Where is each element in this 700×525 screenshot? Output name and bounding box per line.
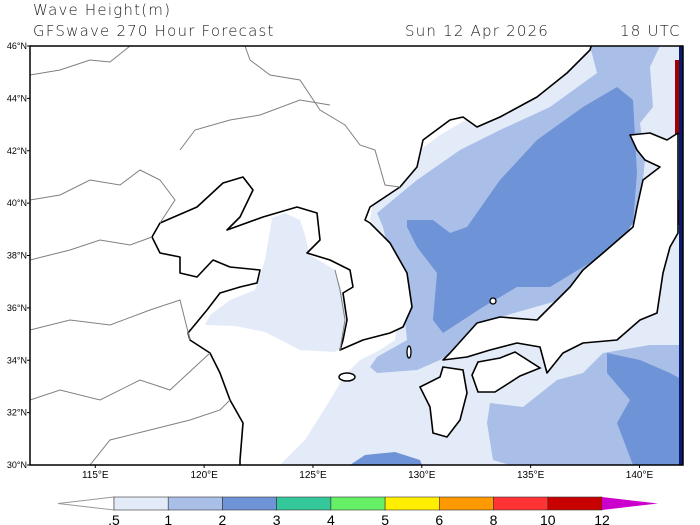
japan-honshu-hokkaido	[442, 132, 679, 374]
mainland-asia	[30, 46, 593, 465]
lat-label: 36°N	[7, 303, 27, 313]
wave-zone-2-3m-east-china-sea	[350, 452, 422, 465]
lat-label: 38°N	[7, 251, 27, 261]
forecast-date: Sun 12 Apr 2026	[405, 22, 550, 40]
colorbar-label: 1	[164, 512, 172, 525]
colorbar-segment-above	[602, 497, 658, 510]
lat-label: 40°N	[7, 198, 27, 208]
wave-zone-10-12m-strip	[675, 60, 680, 135]
colorbar-label: 5	[381, 512, 389, 525]
map-area	[30, 46, 683, 465]
lon-label: 125°E	[299, 470, 327, 481]
colorbar-segment	[113, 496, 169, 511]
colorbar-segment	[222, 496, 277, 511]
map-subtitle: GFSwave 270 Hour Forecast	[33, 22, 275, 40]
jeju-island	[338, 372, 356, 382]
lon-label: 130°E	[408, 470, 436, 481]
lat-label: 34°N	[7, 355, 27, 365]
colorbar-segment-below	[57, 496, 115, 511]
lon-label: 135°E	[517, 470, 545, 481]
colorbar-segment	[493, 496, 549, 511]
wave-zone-0.5-1m-yellow-sea	[205, 213, 345, 352]
japan-shikoku	[471, 351, 542, 393]
lon-label: 140°E	[626, 470, 654, 481]
oki-island	[489, 297, 497, 305]
lat-label: 44°N	[7, 93, 27, 103]
colorbar-segment	[167, 496, 223, 511]
forecast-time: 18 UTC	[620, 22, 681, 40]
latitude-labels: 30°N 32°N 34°N 36°N 38°N 40°N 42°N 44°N 46°N	[7, 41, 30, 470]
lon-label: 120°E	[190, 470, 218, 481]
lat-label: 30°N	[7, 460, 27, 470]
colorbar-label: 4	[327, 512, 335, 525]
colorbar-label: 10	[540, 512, 556, 525]
wave-zone-2-3m-pacific	[607, 353, 683, 465]
edge-strip	[679, 46, 683, 465]
colorbar-label: 6	[435, 512, 443, 525]
colorbar: .5 1 2 3 4 5 6 8 10 12	[57, 496, 658, 525]
wave-zone-2-3m	[407, 87, 637, 333]
lon-label: 115°E	[82, 470, 109, 481]
lat-label: 32°N	[7, 408, 27, 418]
province-borders	[30, 46, 401, 465]
tsushima-island	[406, 345, 412, 359]
longitude-labels: 115°E 120°E 125°E 130°E 135°E 140°E	[82, 465, 653, 481]
colorbar-label: .5	[108, 512, 120, 525]
colorbar-segment	[330, 496, 386, 511]
japan-kyushu	[418, 366, 468, 438]
map-title: Wave Height(m)	[33, 1, 172, 19]
colorbar-label: 3	[273, 512, 281, 525]
colorbar-segment	[276, 496, 332, 511]
colorbar-label: 12	[594, 512, 610, 525]
colorbar-segment	[547, 496, 603, 511]
lat-label: 42°N	[7, 146, 27, 156]
lat-label: 46°N	[7, 41, 27, 51]
colorbar-segment	[384, 496, 440, 511]
colorbar-label: 2	[219, 512, 227, 525]
colorbar-label: 8	[490, 512, 498, 525]
colorbar-segment	[439, 496, 494, 511]
